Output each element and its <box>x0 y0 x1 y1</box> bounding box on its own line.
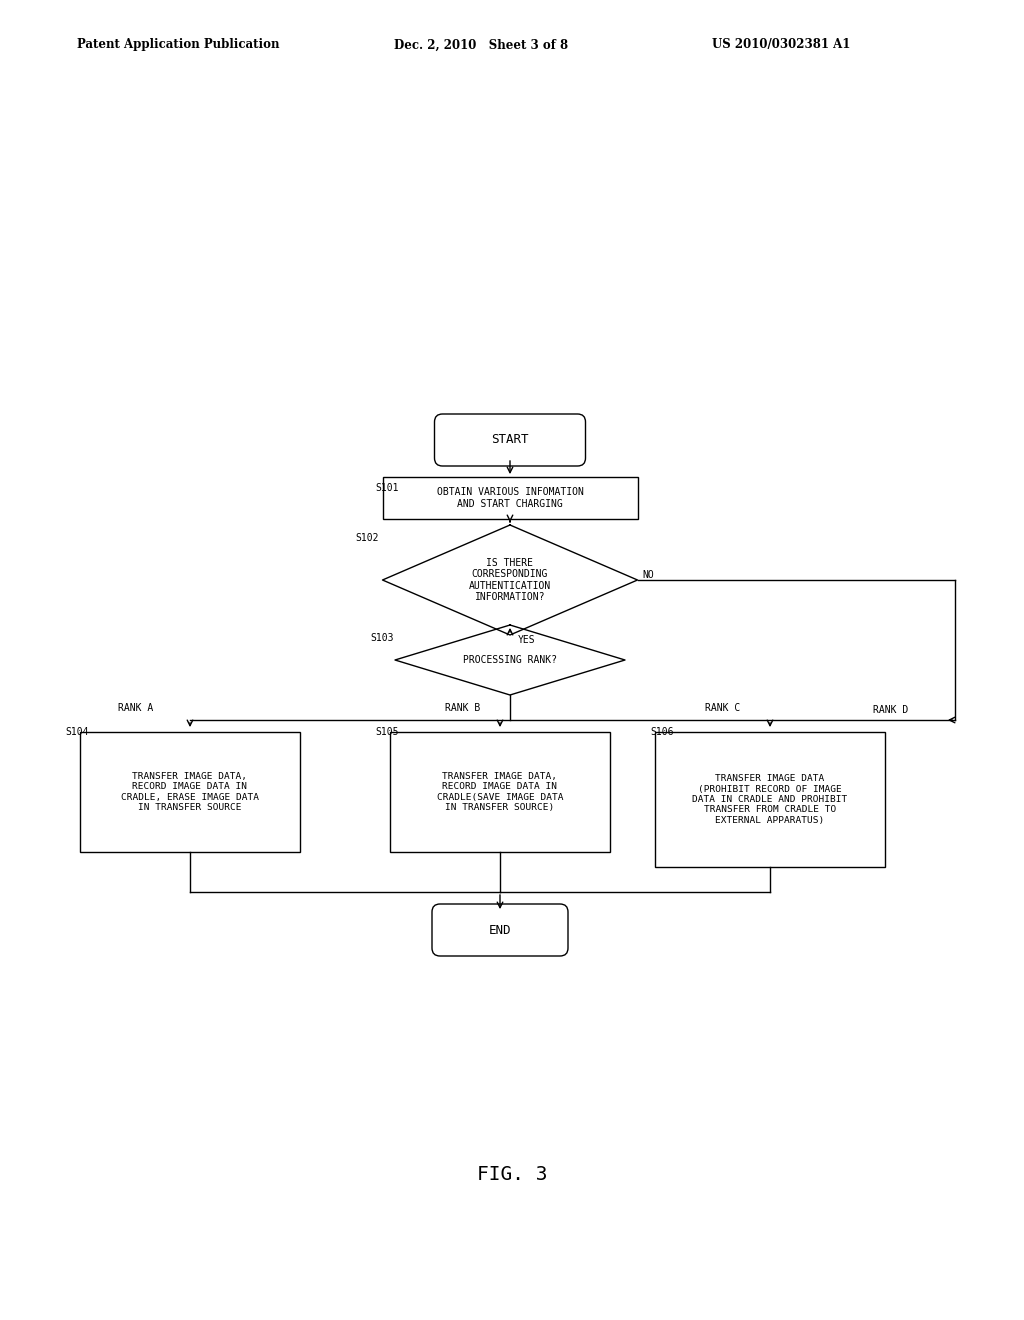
Text: US 2010/0302381 A1: US 2010/0302381 A1 <box>712 38 850 51</box>
Text: Dec. 2, 2010   Sheet 3 of 8: Dec. 2, 2010 Sheet 3 of 8 <box>394 38 568 51</box>
Text: START: START <box>492 433 528 446</box>
Text: OBTAIN VARIOUS INFOMATION
AND START CHARGING: OBTAIN VARIOUS INFOMATION AND START CHAR… <box>436 487 584 508</box>
FancyBboxPatch shape <box>432 904 568 956</box>
Text: END: END <box>488 924 511 936</box>
Text: RANK C: RANK C <box>705 704 740 713</box>
Text: RANK A: RANK A <box>118 704 154 713</box>
Text: S101: S101 <box>375 483 398 492</box>
Text: NO: NO <box>642 570 654 579</box>
Bar <box>655 733 885 867</box>
Bar <box>383 477 638 519</box>
Bar <box>80 733 300 851</box>
Text: S102: S102 <box>355 533 379 543</box>
Text: S104: S104 <box>65 727 88 737</box>
Text: TRANSFER IMAGE DATA,
RECORD IMAGE DATA IN
CRADLE, ERASE IMAGE DATA
IN TRANSFER S: TRANSFER IMAGE DATA, RECORD IMAGE DATA I… <box>121 772 259 812</box>
Text: TRANSFER IMAGE DATA,
RECORD IMAGE DATA IN
CRADLE(SAVE IMAGE DATA
IN TRANSFER SOU: TRANSFER IMAGE DATA, RECORD IMAGE DATA I… <box>437 772 563 812</box>
Text: RANK B: RANK B <box>445 704 480 713</box>
Text: PROCESSING RANK?: PROCESSING RANK? <box>463 655 557 665</box>
Text: YES: YES <box>518 635 536 645</box>
Text: Patent Application Publication: Patent Application Publication <box>77 38 280 51</box>
Text: IS THERE
CORRESPONDING
AUTHENTICATION
INFORMATION?: IS THERE CORRESPONDING AUTHENTICATION IN… <box>469 557 551 602</box>
Text: S105: S105 <box>375 727 398 737</box>
Text: S103: S103 <box>370 634 393 643</box>
Bar <box>390 733 610 851</box>
Text: S106: S106 <box>650 727 674 737</box>
Text: RANK D: RANK D <box>873 705 908 715</box>
FancyBboxPatch shape <box>434 414 586 466</box>
Text: FIG. 3: FIG. 3 <box>477 1166 547 1184</box>
Text: TRANSFER IMAGE DATA
(PROHIBIT RECORD OF IMAGE
DATA IN CRADLE AND PROHIBIT
TRANSF: TRANSFER IMAGE DATA (PROHIBIT RECORD OF … <box>692 775 848 825</box>
